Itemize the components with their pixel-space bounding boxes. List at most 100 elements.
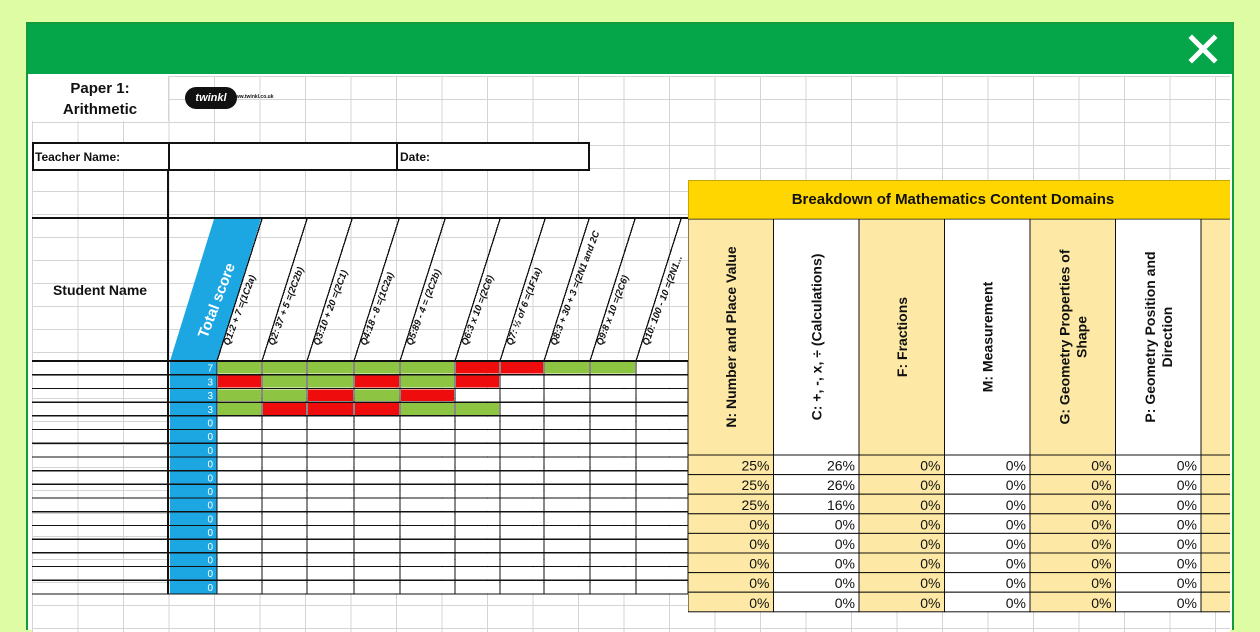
mark-cell[interactable] bbox=[263, 540, 306, 552]
mark-cell[interactable] bbox=[637, 567, 687, 580]
mark-cell[interactable] bbox=[263, 499, 306, 511]
mark-cell[interactable] bbox=[263, 485, 306, 497]
student-name-cell[interactable] bbox=[32, 512, 168, 526]
mark-cell[interactable] bbox=[545, 362, 589, 374]
mark-cell[interactable] bbox=[637, 499, 687, 511]
mark-cell[interactable] bbox=[401, 581, 454, 593]
mark-cell[interactable] bbox=[456, 471, 499, 484]
mark-cell[interactable] bbox=[456, 362, 499, 374]
mark-cell[interactable] bbox=[263, 471, 306, 484]
mark-cell[interactable] bbox=[591, 485, 635, 497]
mark-cell[interactable] bbox=[308, 471, 353, 484]
mark-cell[interactable] bbox=[218, 457, 261, 470]
mark-cell[interactable] bbox=[355, 540, 399, 552]
mark-cell[interactable] bbox=[456, 403, 499, 415]
mark-cell[interactable] bbox=[355, 581, 399, 593]
mark-cell[interactable] bbox=[545, 471, 589, 484]
mark-cell[interactable] bbox=[401, 485, 454, 497]
mark-cell[interactable] bbox=[263, 444, 306, 456]
mark-cell[interactable] bbox=[637, 416, 687, 429]
mark-cell[interactable] bbox=[545, 444, 589, 456]
mark-cell[interactable] bbox=[355, 553, 399, 566]
mark-cell[interactable] bbox=[456, 512, 499, 525]
mark-cell[interactable] bbox=[308, 389, 353, 402]
mark-cell[interactable] bbox=[218, 471, 261, 484]
mark-cell[interactable] bbox=[501, 416, 543, 429]
mark-cell[interactable] bbox=[308, 416, 353, 429]
mark-cell[interactable] bbox=[218, 389, 261, 402]
mark-cell[interactable] bbox=[591, 403, 635, 415]
mark-cell[interactable] bbox=[591, 375, 635, 388]
student-name-cell[interactable] bbox=[32, 416, 168, 430]
mark-cell[interactable] bbox=[355, 499, 399, 511]
mark-cell[interactable] bbox=[501, 362, 543, 374]
mark-cell[interactable] bbox=[545, 553, 589, 566]
mark-cell[interactable] bbox=[591, 553, 635, 566]
mark-cell[interactable] bbox=[401, 553, 454, 566]
mark-cell[interactable] bbox=[501, 581, 543, 593]
mark-cell[interactable] bbox=[401, 526, 454, 539]
student-name-cell[interactable] bbox=[32, 484, 168, 498]
mark-cell[interactable] bbox=[545, 457, 589, 470]
mark-cell[interactable] bbox=[218, 553, 261, 566]
mark-cell[interactable] bbox=[591, 526, 635, 539]
mark-cell[interactable] bbox=[591, 471, 635, 484]
mark-cell[interactable] bbox=[456, 444, 499, 456]
mark-cell[interactable] bbox=[637, 444, 687, 456]
mark-cell[interactable] bbox=[355, 444, 399, 456]
mark-cell[interactable] bbox=[637, 581, 687, 593]
mark-cell[interactable] bbox=[355, 403, 399, 415]
mark-cell[interactable] bbox=[355, 457, 399, 470]
mark-cell[interactable] bbox=[308, 444, 353, 456]
mark-cell[interactable] bbox=[456, 430, 499, 443]
student-name-cell[interactable] bbox=[32, 525, 168, 539]
mark-cell[interactable] bbox=[456, 416, 499, 429]
mark-cell[interactable] bbox=[401, 567, 454, 580]
mark-cell[interactable] bbox=[501, 444, 543, 456]
mark-cell[interactable] bbox=[591, 540, 635, 552]
mark-cell[interactable] bbox=[456, 540, 499, 552]
mark-cell[interactable] bbox=[308, 581, 353, 593]
mark-cell[interactable] bbox=[637, 389, 687, 402]
mark-cell[interactable] bbox=[637, 375, 687, 388]
mark-cell[interactable] bbox=[263, 553, 306, 566]
mark-cell[interactable] bbox=[456, 375, 499, 388]
mark-cell[interactable] bbox=[456, 389, 499, 402]
student-name-cell[interactable] bbox=[32, 539, 168, 553]
mark-cell[interactable] bbox=[263, 457, 306, 470]
mark-cell[interactable] bbox=[263, 430, 306, 443]
mark-cell[interactable] bbox=[401, 444, 454, 456]
mark-cell[interactable] bbox=[218, 403, 261, 415]
mark-cell[interactable] bbox=[308, 499, 353, 511]
mark-cell[interactable] bbox=[591, 512, 635, 525]
mark-cell[interactable] bbox=[218, 375, 261, 388]
mark-cell[interactable] bbox=[456, 567, 499, 580]
mark-cell[interactable] bbox=[401, 362, 454, 374]
student-name-cell[interactable] bbox=[32, 375, 168, 389]
mark-cell[interactable] bbox=[401, 471, 454, 484]
mark-cell[interactable] bbox=[263, 581, 306, 593]
student-name-cell[interactable] bbox=[32, 471, 168, 485]
mark-cell[interactable] bbox=[355, 485, 399, 497]
mark-cell[interactable] bbox=[308, 567, 353, 580]
mark-cell[interactable] bbox=[218, 362, 261, 374]
mark-cell[interactable] bbox=[355, 362, 399, 374]
mark-cell[interactable] bbox=[355, 389, 399, 402]
mark-cell[interactable] bbox=[591, 567, 635, 580]
mark-cell[interactable] bbox=[501, 499, 543, 511]
student-name-cell[interactable] bbox=[32, 457, 168, 471]
mark-cell[interactable] bbox=[545, 567, 589, 580]
mark-cell[interactable] bbox=[401, 403, 454, 415]
mark-cell[interactable] bbox=[591, 389, 635, 402]
mark-cell[interactable] bbox=[401, 416, 454, 429]
mark-cell[interactable] bbox=[591, 444, 635, 456]
mark-cell[interactable] bbox=[456, 485, 499, 497]
mark-cell[interactable] bbox=[501, 457, 543, 470]
student-name-cell[interactable] bbox=[32, 498, 168, 512]
mark-cell[interactable] bbox=[545, 499, 589, 511]
mark-cell[interactable] bbox=[501, 567, 543, 580]
mark-cell[interactable] bbox=[545, 485, 589, 497]
mark-cell[interactable] bbox=[401, 375, 454, 388]
mark-cell[interactable] bbox=[501, 403, 543, 415]
mark-cell[interactable] bbox=[218, 526, 261, 539]
